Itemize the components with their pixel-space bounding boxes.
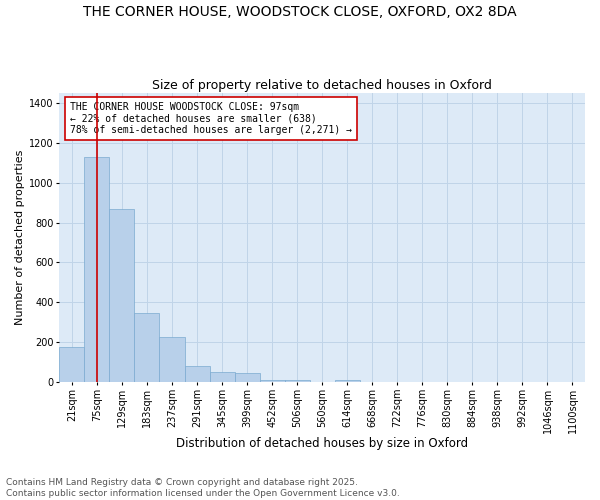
Bar bbox=[284, 380, 310, 382]
Bar bbox=[160, 337, 185, 382]
Bar bbox=[185, 366, 209, 382]
Y-axis label: Number of detached properties: Number of detached properties bbox=[15, 150, 25, 326]
Bar bbox=[335, 380, 360, 382]
Bar bbox=[109, 208, 134, 382]
Bar bbox=[134, 314, 160, 382]
Title: Size of property relative to detached houses in Oxford: Size of property relative to detached ho… bbox=[152, 79, 492, 92]
Bar bbox=[59, 347, 85, 382]
Bar bbox=[235, 373, 260, 382]
Text: THE CORNER HOUSE WOODSTOCK CLOSE: 97sqm
← 22% of detached houses are smaller (63: THE CORNER HOUSE WOODSTOCK CLOSE: 97sqm … bbox=[70, 102, 352, 135]
Bar bbox=[85, 157, 109, 382]
Bar bbox=[260, 380, 284, 382]
Text: THE CORNER HOUSE, WOODSTOCK CLOSE, OXFORD, OX2 8DA: THE CORNER HOUSE, WOODSTOCK CLOSE, OXFOR… bbox=[83, 5, 517, 19]
Text: Contains HM Land Registry data © Crown copyright and database right 2025.
Contai: Contains HM Land Registry data © Crown c… bbox=[6, 478, 400, 498]
Bar bbox=[209, 372, 235, 382]
X-axis label: Distribution of detached houses by size in Oxford: Distribution of detached houses by size … bbox=[176, 437, 468, 450]
